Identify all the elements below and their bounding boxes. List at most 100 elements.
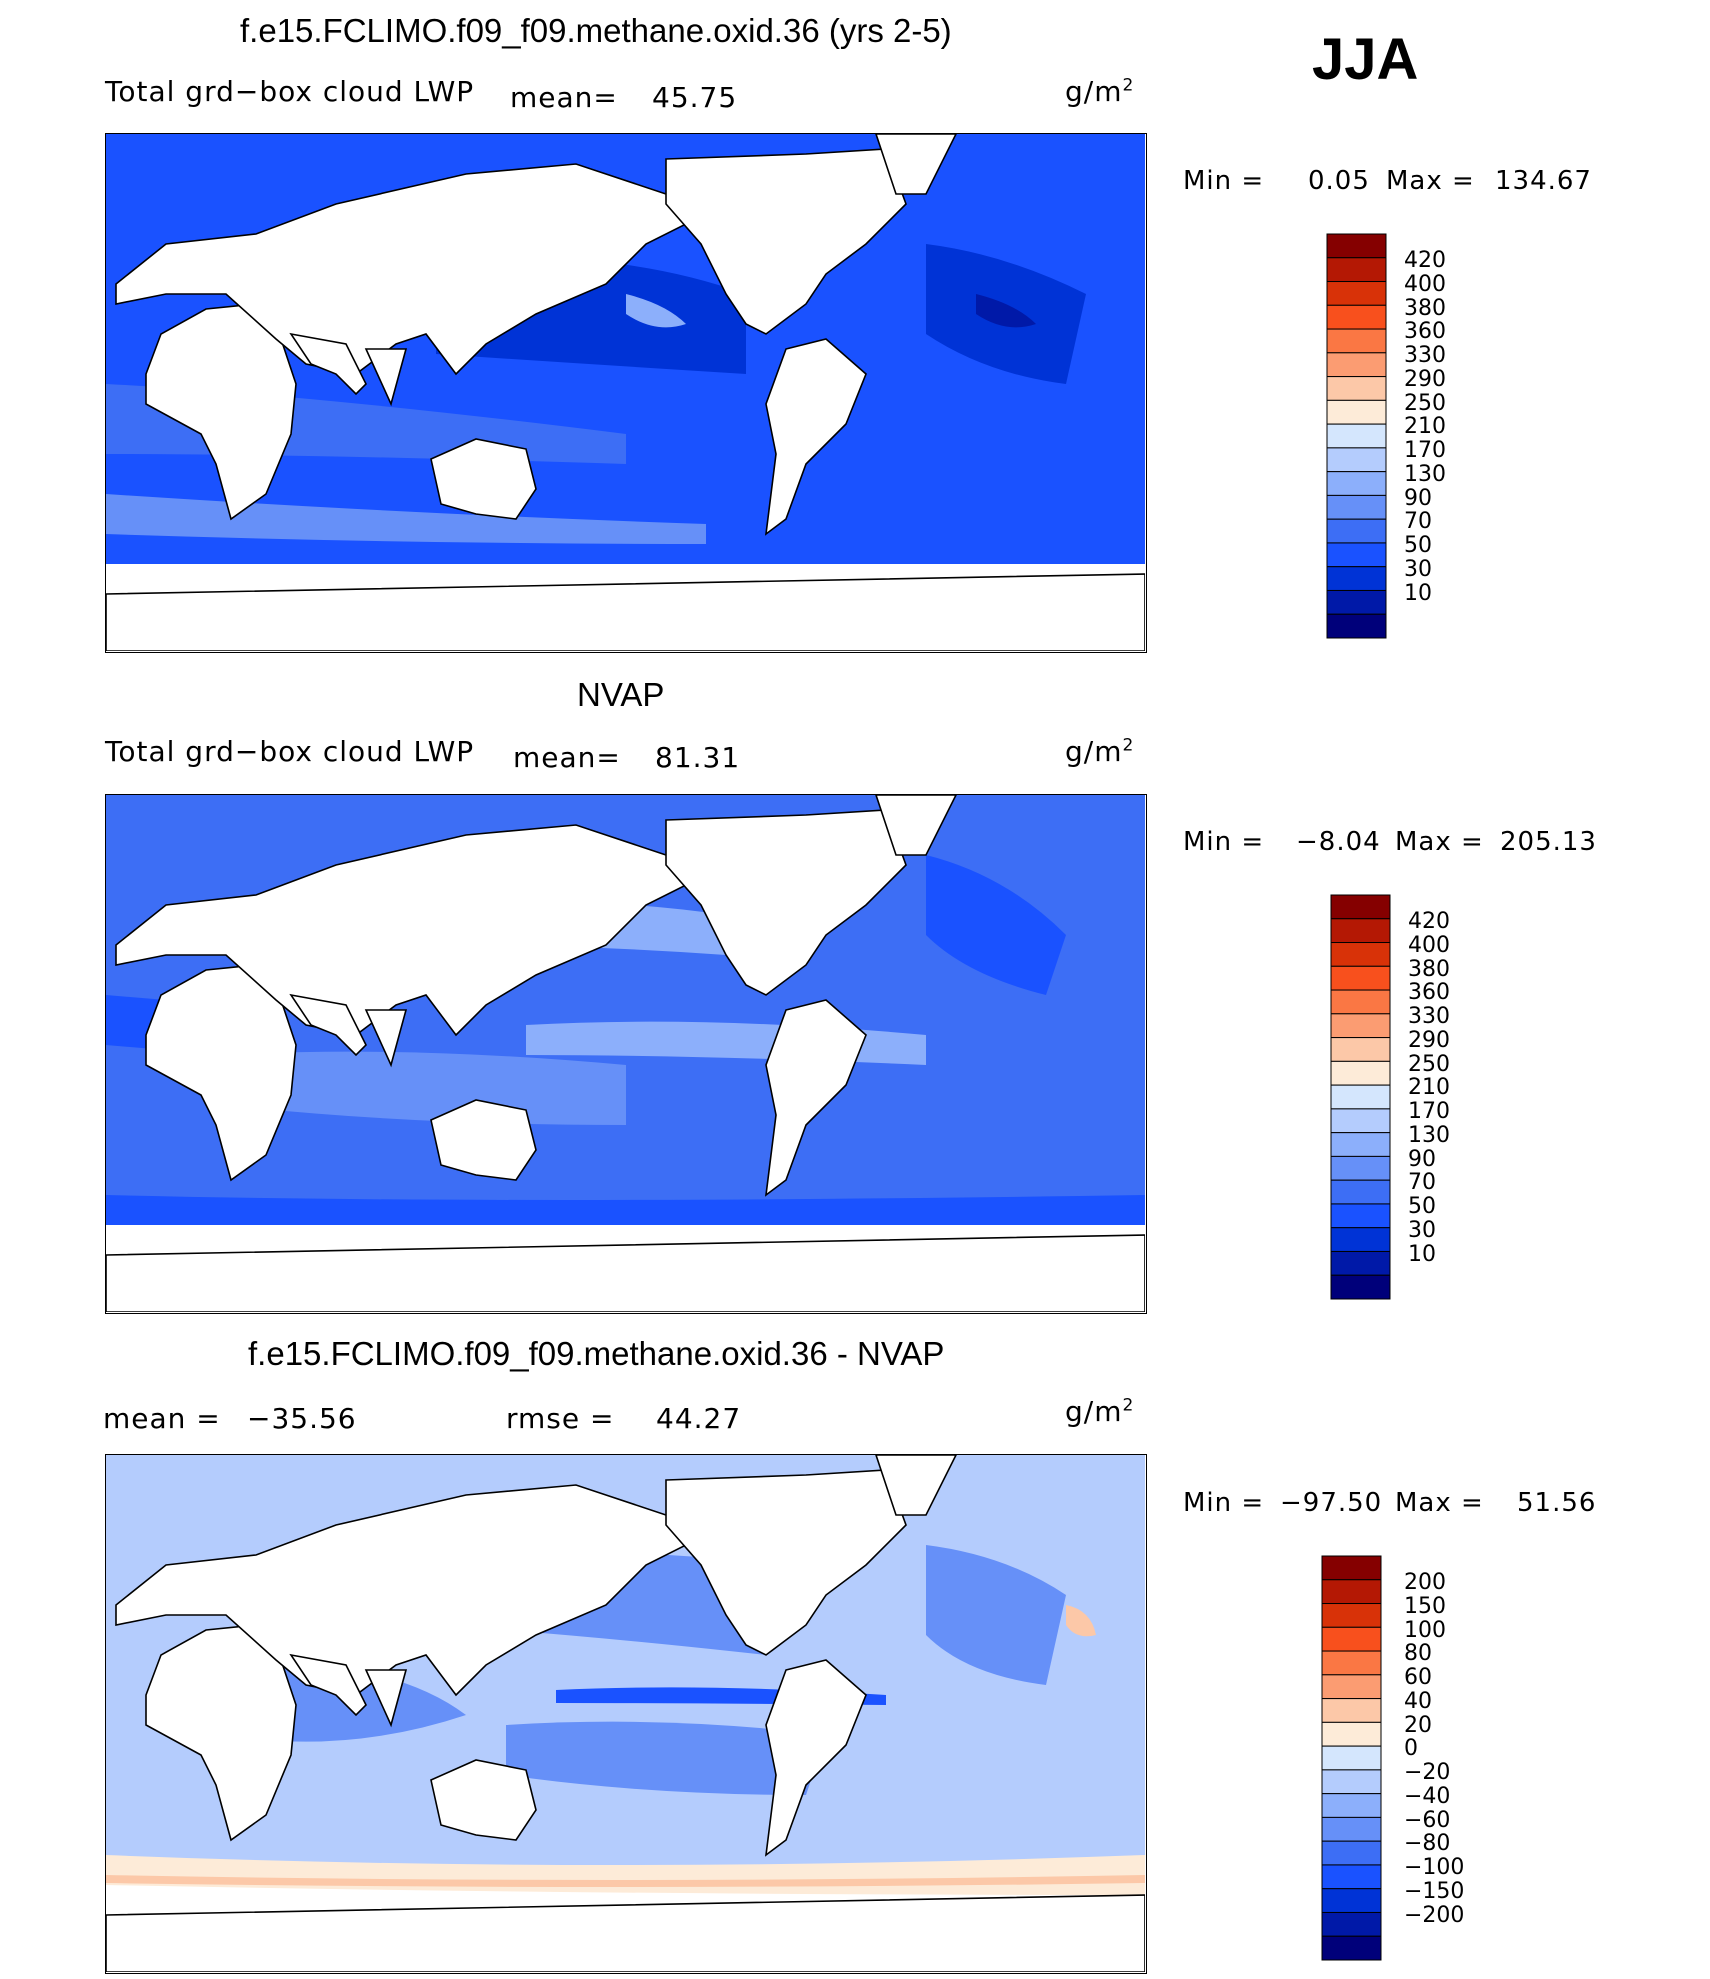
colorbar-tick-label: 360 xyxy=(1404,319,1446,345)
colorbar-tick-label: 150 xyxy=(1404,1593,1446,1619)
colorbar-box xyxy=(1321,1650,1382,1676)
coastline xyxy=(764,338,867,536)
colorbar-tick-label: 10 xyxy=(1408,1241,1436,1267)
colorbar-tick-label: 100 xyxy=(1404,1617,1446,1643)
colorbar-tick-label: 400 xyxy=(1408,932,1450,958)
colorbar-box xyxy=(1321,1698,1382,1723)
colorbar-box xyxy=(1326,352,1387,378)
colorbar-box xyxy=(1326,281,1387,306)
panel2-map xyxy=(105,794,1147,1314)
colorbar-box xyxy=(1330,1108,1391,1134)
colorbar-box xyxy=(1330,1155,1391,1181)
coastline xyxy=(105,1894,1146,1973)
panel3-map xyxy=(105,1454,1147,1974)
contour-region xyxy=(926,855,1066,995)
colorbar-tick-label: 210 xyxy=(1404,414,1446,440)
coastline xyxy=(874,133,958,195)
colorbar-box xyxy=(1321,1769,1382,1795)
coastline xyxy=(874,1454,958,1516)
colorbar-tick-label: −20 xyxy=(1404,1760,1451,1786)
season-label: JJA xyxy=(1312,27,1419,92)
panel3-min-label: Min = xyxy=(1183,1488,1265,1518)
colorbar-tick-label: 200 xyxy=(1404,1570,1446,1595)
colorbar-tick-label: 70 xyxy=(1404,509,1432,535)
colorbar-tick-label: 60 xyxy=(1404,1665,1432,1691)
colorbar-box xyxy=(1330,989,1391,1015)
colorbar-tick-label: 360 xyxy=(1408,980,1450,1006)
colorbar-box xyxy=(1321,1603,1382,1628)
colorbar-box xyxy=(1321,1793,1382,1818)
colorbar-tick-label: 330 xyxy=(1408,1004,1450,1030)
contour-region xyxy=(626,294,686,328)
colorbar-tick-label: 40 xyxy=(1404,1688,1432,1714)
colorbar-box xyxy=(1330,1203,1391,1229)
units-text: g/m xyxy=(1065,735,1123,768)
colorbar-box xyxy=(1330,1250,1391,1276)
coastline xyxy=(430,1759,537,1841)
colorbar-tick-label: 420 xyxy=(1408,909,1450,934)
colorbar-box xyxy=(1321,1721,1382,1747)
colorbar-box xyxy=(1321,1674,1382,1700)
colorbar-box xyxy=(1326,304,1387,330)
colorbar-box xyxy=(1330,965,1391,991)
colorbar-tick-label: 80 xyxy=(1404,1641,1432,1667)
colorbar-box xyxy=(1330,1274,1391,1300)
contour-region xyxy=(106,494,706,544)
units-sup: 2 xyxy=(1122,75,1135,96)
coastline xyxy=(115,824,688,1037)
panel1-max-value: 134.67 xyxy=(1495,166,1592,196)
colorbar-box xyxy=(1326,494,1387,520)
panel2-min-value: −8.04 xyxy=(1296,827,1381,857)
colorbar-tick-label: 30 xyxy=(1404,556,1432,582)
colorbar-box xyxy=(1321,1555,1382,1581)
colorbar-box xyxy=(1321,1888,1382,1913)
colorbar-tick-label: 290 xyxy=(1408,1027,1450,1053)
panel2-mean-label: mean= xyxy=(513,741,621,774)
colorbar-tick-label: −80 xyxy=(1404,1831,1451,1857)
panel1-min-label: Min = xyxy=(1183,166,1265,196)
colorbar-tick-label: −150 xyxy=(1404,1878,1465,1904)
colorbar-tick-label: 90 xyxy=(1404,485,1432,511)
coastline xyxy=(430,1099,537,1181)
colorbar-box xyxy=(1330,1227,1391,1252)
panel2-min-label: Min = xyxy=(1183,827,1265,857)
coastline xyxy=(289,1653,408,1728)
colorbar-tick-label: 210 xyxy=(1408,1075,1450,1101)
colorbar-tick-label: −100 xyxy=(1404,1855,1465,1881)
coastline xyxy=(289,993,408,1068)
colorbar-box xyxy=(1326,376,1387,401)
panel2-max-value: 205.13 xyxy=(1500,827,1597,857)
colorbar-box xyxy=(1326,447,1387,473)
colorbar-tick-label: 50 xyxy=(1408,1194,1436,1220)
colorbar-box xyxy=(1330,918,1391,944)
panel3-mean-label: mean = xyxy=(103,1402,221,1435)
colorbar-box xyxy=(1326,518,1387,544)
panel3-rmse-label: rmse = xyxy=(506,1402,615,1435)
colorbar-tick-label: 70 xyxy=(1408,1170,1436,1196)
colorbar-box xyxy=(1326,257,1387,283)
panel1-units: g/m2 xyxy=(1065,75,1134,108)
colorbar-tick-label: 90 xyxy=(1408,1146,1436,1172)
coastline xyxy=(115,1484,688,1697)
units-text: g/m xyxy=(1065,75,1123,108)
colorbar-box xyxy=(1321,1626,1382,1652)
coastline xyxy=(874,794,958,856)
colorbar-box xyxy=(1326,589,1387,615)
panel3-min-value: −97.50 xyxy=(1280,1488,1383,1518)
colorbar-tick-label: 380 xyxy=(1404,295,1446,321)
panel1-min-value: 0.05 xyxy=(1308,166,1370,196)
units-sup: 2 xyxy=(1122,735,1135,756)
colorbar-tick-label: 30 xyxy=(1408,1217,1436,1243)
colorbar-tick-label: −60 xyxy=(1404,1807,1451,1833)
colorbar-box xyxy=(1330,942,1391,967)
colorbar-box xyxy=(1321,1579,1382,1605)
coastline xyxy=(105,573,1146,652)
panel3-max-label: Max = xyxy=(1395,1488,1484,1518)
colorbar-box xyxy=(1330,1179,1391,1205)
colorbar-box xyxy=(1330,894,1391,920)
colorbar-box xyxy=(1326,471,1387,496)
panel1-map-svg xyxy=(105,133,1146,652)
panel1-variable: Total grd−box cloud LWP xyxy=(105,75,475,108)
colorbar-tick-label: 170 xyxy=(1408,1099,1450,1125)
colorbar-box xyxy=(1330,1013,1391,1039)
